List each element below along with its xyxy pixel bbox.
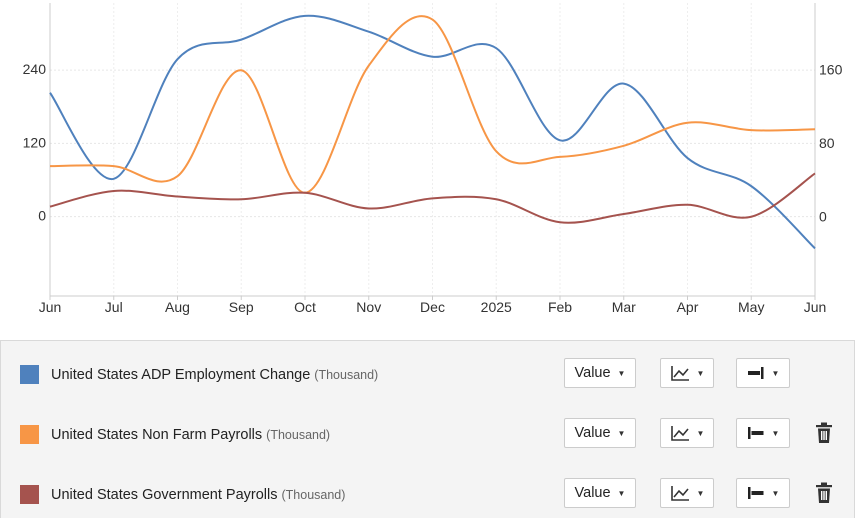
caret-down-icon: ▼ xyxy=(771,428,780,438)
axis-right-icon xyxy=(747,367,764,379)
legend-row-government: United States Government Payrolls (Thous… xyxy=(1,463,854,523)
line-chart-icon xyxy=(670,366,689,381)
x-tick-label: Jun xyxy=(804,299,827,315)
x-tick-label: Dec xyxy=(420,299,445,315)
caret-down-icon: ▼ xyxy=(617,368,626,378)
trash-icon[interactable] xyxy=(814,422,834,444)
series-name-label[interactable]: United States Government Payrolls (Thous… xyxy=(51,487,346,503)
x-tick-label: Nov xyxy=(356,299,381,315)
x-tick-label: May xyxy=(738,299,764,315)
y-left-tick-label: 0 xyxy=(38,208,46,224)
series-line-0 xyxy=(49,14,816,250)
axis-left-icon xyxy=(747,487,764,499)
caret-down-icon: ▼ xyxy=(696,488,705,498)
x-tick-label: Jul xyxy=(105,299,123,315)
value-dropdown[interactable]: Value ▼ xyxy=(564,418,636,448)
caret-down-icon: ▼ xyxy=(617,428,626,438)
series-line-2 xyxy=(49,172,816,224)
value-dropdown[interactable]: Value ▼ xyxy=(564,478,636,508)
chart-type-dropdown[interactable]: ▼ xyxy=(660,418,714,448)
y-left-tick-label: 240 xyxy=(23,61,47,77)
line-chart: 0 120 240 0 80 160 Jun Jul Aug Sep Oct Nov Dec 2025 Fe… xyxy=(23,3,843,315)
chart-type-dropdown[interactable]: ▼ xyxy=(660,478,714,508)
line-chart-icon xyxy=(670,426,689,441)
caret-down-icon: ▼ xyxy=(771,368,780,378)
x-tick-label: Sep xyxy=(229,299,254,315)
x-tick-label: Feb xyxy=(548,299,572,315)
axis-left-icon xyxy=(747,427,764,439)
y-right-tick-label: 160 xyxy=(819,61,843,77)
legend-panel: United States ADP Employment Change (Tho… xyxy=(0,340,855,518)
series-name-label[interactable]: United States ADP Employment Change (Tho… xyxy=(51,367,379,383)
x-tick-label: Mar xyxy=(612,299,636,315)
x-tick-label: Apr xyxy=(677,299,699,315)
y-right-tick-label: 80 xyxy=(819,135,835,151)
legend-row-adp: United States ADP Employment Change (Tho… xyxy=(1,343,854,403)
caret-down-icon: ▼ xyxy=(696,368,705,378)
value-dropdown[interactable]: Value ▼ xyxy=(564,358,636,388)
line-chart-icon xyxy=(670,486,689,501)
grid-lines xyxy=(49,3,816,296)
x-tick-label: Oct xyxy=(294,299,316,315)
x-tick-label: 2025 xyxy=(481,299,512,315)
series-line-1 xyxy=(49,15,816,194)
y-right-tick-label: 0 xyxy=(819,209,827,225)
legend-row-nfp: United States Non Farm Payrolls (Thousan… xyxy=(1,403,854,463)
x-tick-label: Jun xyxy=(39,299,62,315)
trash-icon[interactable] xyxy=(814,482,834,504)
tick-labels: 0 120 240 0 80 160 Jun Jul Aug Sep Oct Nov Dec 2025 Fe… xyxy=(23,61,843,315)
x-tick-label: Aug xyxy=(165,299,190,315)
axis-side-dropdown[interactable]: ▼ xyxy=(736,478,790,508)
caret-down-icon: ▼ xyxy=(696,428,705,438)
series-lines xyxy=(49,14,816,250)
y-left-tick-label: 120 xyxy=(23,134,47,150)
axis-side-dropdown[interactable]: ▼ xyxy=(736,358,790,388)
series-color-swatch[interactable] xyxy=(20,425,39,444)
series-color-swatch[interactable] xyxy=(20,365,39,384)
axis-side-dropdown[interactable]: ▼ xyxy=(736,418,790,448)
series-name-label[interactable]: United States Non Farm Payrolls (Thousan… xyxy=(51,427,331,443)
caret-down-icon: ▼ xyxy=(617,488,626,498)
caret-down-icon: ▼ xyxy=(771,488,780,498)
series-color-swatch[interactable] xyxy=(20,485,39,504)
chart-type-dropdown[interactable]: ▼ xyxy=(660,358,714,388)
